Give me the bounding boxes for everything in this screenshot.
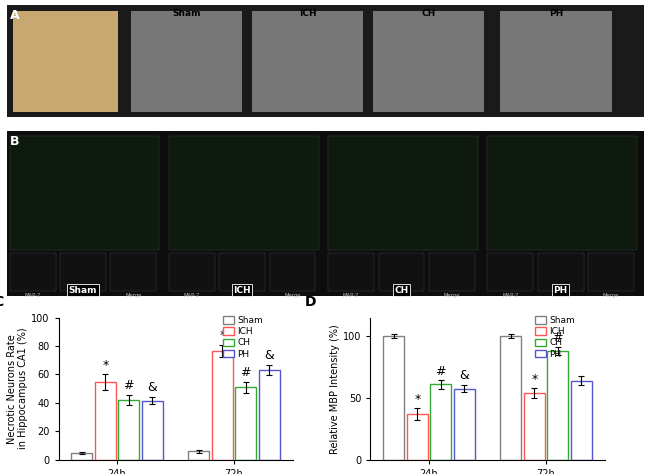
- Bar: [95, 382, 116, 460]
- Legend: Sham, ICH, CH, PH: Sham, ICH, CH, PH: [534, 315, 576, 360]
- Y-axis label: Relative MBP Intensity (%): Relative MBP Intensity (%): [330, 324, 341, 454]
- Text: MAP-2: MAP-2: [184, 293, 200, 298]
- Bar: [430, 384, 451, 460]
- Text: PH: PH: [554, 286, 568, 295]
- Bar: [384, 336, 404, 460]
- Text: B: B: [10, 135, 20, 148]
- Text: #: #: [436, 365, 446, 378]
- FancyBboxPatch shape: [328, 137, 478, 250]
- FancyBboxPatch shape: [538, 254, 584, 292]
- Text: Merge: Merge: [125, 293, 142, 298]
- Legend: Sham, ICH, CH, PH: Sham, ICH, CH, PH: [222, 315, 264, 360]
- Text: C: C: [0, 295, 3, 309]
- Text: #: #: [552, 331, 563, 344]
- Bar: [118, 400, 139, 460]
- Text: MAP-2: MAP-2: [25, 293, 41, 298]
- Text: *: *: [414, 393, 421, 406]
- Text: MBP: MBP: [237, 293, 248, 298]
- Bar: [500, 336, 521, 460]
- FancyBboxPatch shape: [60, 254, 106, 292]
- Text: A: A: [10, 9, 20, 22]
- Text: MAP-2: MAP-2: [343, 293, 359, 298]
- Text: ICH: ICH: [233, 286, 251, 295]
- FancyBboxPatch shape: [111, 254, 156, 292]
- Text: ICH: ICH: [299, 9, 317, 18]
- FancyBboxPatch shape: [169, 137, 318, 250]
- Bar: [454, 389, 474, 460]
- FancyBboxPatch shape: [13, 11, 118, 112]
- Bar: [212, 351, 233, 460]
- Text: Merge: Merge: [603, 293, 619, 298]
- Text: &: &: [264, 349, 274, 363]
- FancyBboxPatch shape: [10, 254, 55, 292]
- Text: &: &: [459, 370, 469, 383]
- FancyBboxPatch shape: [488, 254, 533, 292]
- Text: CH: CH: [395, 286, 409, 295]
- Bar: [235, 387, 256, 460]
- Text: Sham: Sham: [69, 286, 97, 295]
- Text: Sham: Sham: [172, 9, 201, 18]
- Text: #: #: [124, 379, 134, 392]
- Bar: [72, 453, 92, 460]
- Text: MAP-2: MAP-2: [502, 293, 519, 298]
- Y-axis label: Necrotic Neurons Rate
in Hippocampus CA1 (%): Necrotic Neurons Rate in Hippocampus CA1…: [6, 328, 29, 449]
- Bar: [188, 451, 209, 460]
- Text: D: D: [305, 295, 317, 309]
- FancyBboxPatch shape: [10, 137, 159, 250]
- FancyBboxPatch shape: [588, 254, 634, 292]
- Text: PH: PH: [549, 9, 564, 18]
- FancyBboxPatch shape: [219, 254, 265, 292]
- Text: *: *: [102, 359, 109, 372]
- Bar: [259, 370, 280, 460]
- Bar: [407, 414, 428, 460]
- Text: #: #: [240, 366, 251, 379]
- FancyBboxPatch shape: [270, 254, 315, 292]
- FancyBboxPatch shape: [500, 11, 612, 112]
- Text: CH: CH: [422, 9, 436, 18]
- FancyBboxPatch shape: [378, 254, 424, 292]
- Bar: [142, 401, 162, 460]
- FancyBboxPatch shape: [429, 254, 474, 292]
- Text: *: *: [219, 329, 226, 342]
- Text: *: *: [531, 373, 538, 385]
- FancyBboxPatch shape: [488, 137, 637, 250]
- FancyBboxPatch shape: [252, 11, 363, 112]
- FancyBboxPatch shape: [328, 254, 374, 292]
- Bar: [524, 393, 545, 460]
- Text: &: &: [147, 382, 157, 394]
- Text: Merge: Merge: [284, 293, 301, 298]
- Text: Merge: Merge: [443, 293, 460, 298]
- FancyBboxPatch shape: [373, 11, 484, 112]
- Bar: [547, 351, 568, 460]
- Text: MBP: MBP: [77, 293, 88, 298]
- Text: MBP: MBP: [555, 293, 566, 298]
- Text: MBP: MBP: [396, 293, 407, 298]
- FancyBboxPatch shape: [131, 11, 242, 112]
- FancyBboxPatch shape: [169, 254, 214, 292]
- Bar: [571, 381, 592, 460]
